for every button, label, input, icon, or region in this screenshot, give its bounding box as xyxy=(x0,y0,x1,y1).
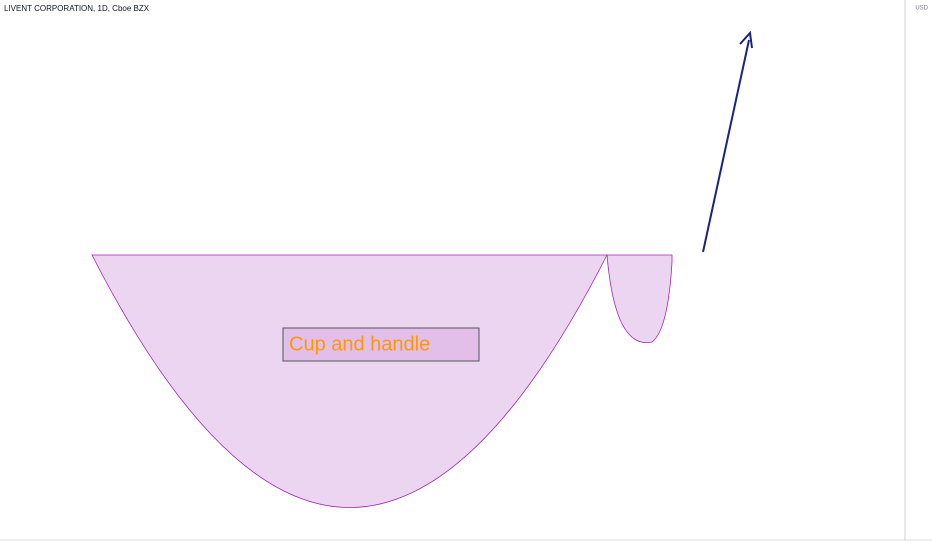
position-zones xyxy=(91,254,673,508)
cup-shape xyxy=(91,254,608,508)
title: LIVENT CORPORATION, 1D, Cboe BZX xyxy=(4,4,150,13)
arrow xyxy=(702,39,750,253)
annotation-box xyxy=(282,327,480,362)
handle-shape xyxy=(606,254,673,344)
arrow-head xyxy=(739,30,753,49)
annotation: Cup and handle xyxy=(289,333,430,355)
overlay: Cup and handle xyxy=(282,30,753,362)
price-axis xyxy=(905,0,932,550)
currency: USD xyxy=(915,6,928,12)
